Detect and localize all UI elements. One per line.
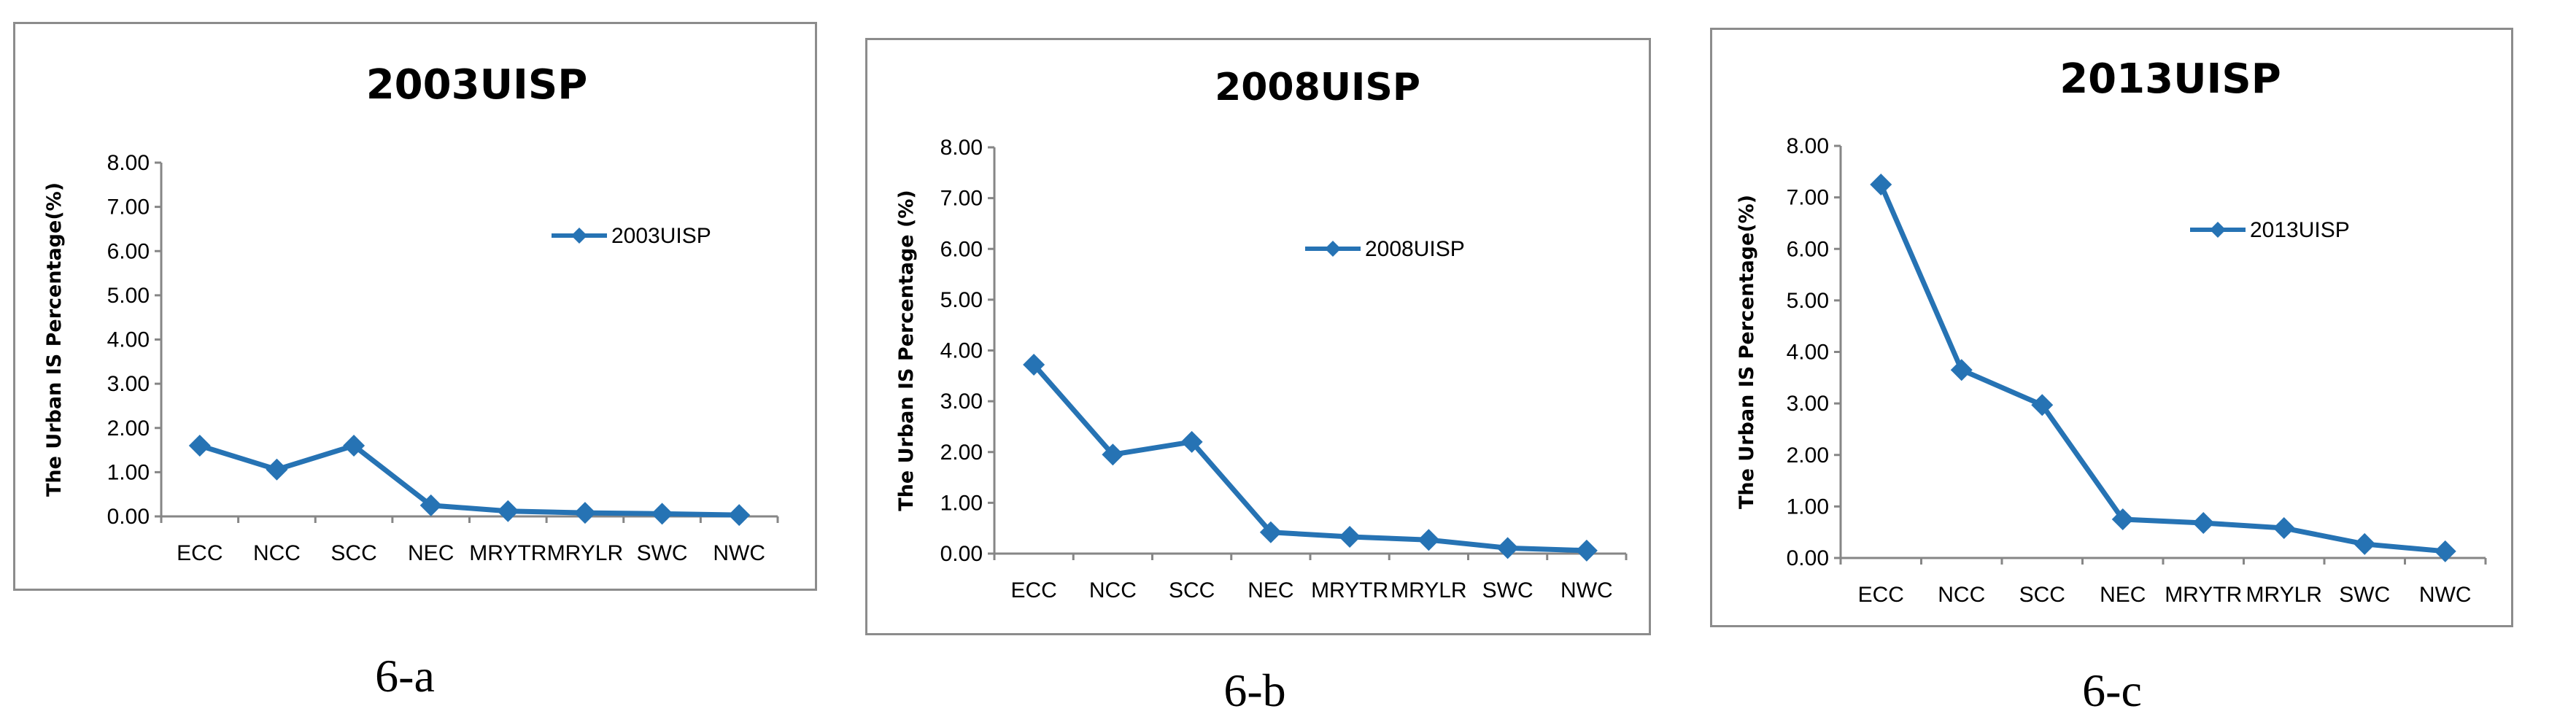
chart-a-ytick-label: 1.00 [107,460,150,484]
chart-c-ytick-label: 2.00 [1787,443,1829,468]
chart-b-ytick-label: 3.00 [940,389,983,414]
chart-c-title: 2013UISP [2059,55,2281,103]
chart-c-ytick-label: 3.00 [1787,392,1829,416]
chart-b-ytick-label: 2.00 [940,441,983,465]
chart-a-xtick-label: NEC [408,541,454,565]
chart-b-data-point [1180,430,1203,453]
chart-c-ylabel: The Urban IS Percentage(%) [1736,195,1758,509]
chart-b-data-point [1417,529,1440,551]
chart-a-series-line [198,443,740,518]
chart-b-data-point [1339,526,1361,548]
chart-c-data-point [2434,540,2456,562]
chart-a-ylabel: The Urban IS Percentage(%) [43,182,66,497]
chart-a-data-point [266,458,288,481]
chart-b-ytick-label: 8.00 [940,136,983,160]
chart-b-xtick-label: NWC [1560,578,1613,602]
chart-c-data-point [2273,517,2295,540]
chart-b-ytick-label: 5.00 [940,288,983,312]
chart-a-data-point [419,494,442,516]
chart-c-xtick-label: ECC [1858,583,1904,607]
chart-b-xtick-label: SCC [1169,578,1215,602]
chart-a-ytick-label: 3.00 [107,372,150,396]
chart-a-data-point [728,504,751,527]
chart-a-xtick-label: SCC [330,541,376,565]
chart-b-ytick-label: 0.00 [940,542,983,566]
chart-a-data-point [497,500,519,522]
chart-c-ytick-label: 8.00 [1787,134,1829,158]
chart-c-data-point [1870,173,1892,195]
chart-c-data-point [1950,359,1973,381]
chart-a-data-point [343,435,365,457]
chart-c-ytick-label: 7.00 [1787,186,1829,210]
chart-c-data-point [2192,511,2215,534]
chart-c-xtick-label: SWC [2339,583,2390,607]
chart-a-xtick-label: MRYTR [469,541,546,565]
chart-a-data-point [188,435,211,457]
caption-6c: 6-c [2082,664,2142,716]
chart-c-svg: 2013UISP The Urban IS Percentage(%) 0.00 1.… [1736,55,2487,607]
chart-b-data-point [1023,353,1045,376]
chart-a-ytick-label: 7.00 [107,195,150,220]
caption-6a: 6-a [375,650,435,702]
chart-a-ytick-label: 4.00 [107,328,150,352]
chart-c-data-point [2111,508,2134,531]
chart-panel-b: 2008UISP The Urban IS Percentage (%) 0.00 1… [865,38,1651,635]
chart-b-data-point [1259,521,1282,543]
chart-b-title: 2008UISP [1215,66,1420,109]
chart-a-svg: 2003UISP The Urban IS Percentage(%) 0.00 1.… [43,61,779,565]
chart-c-xtick-label: NWC [2419,583,2472,607]
chart-a-ytick-label: 5.00 [107,284,150,308]
caption-6b: 6-b [1223,664,1286,716]
chart-c-xtick-label: NCC [1938,583,1985,607]
chart-b-data-point [1496,537,1519,559]
chart-b-legend-marker [1325,241,1341,257]
chart-b-ytick-label: 6.00 [940,237,983,261]
chart-a-legend-marker [571,228,587,244]
chart-a-xtick-label: NCC [253,541,301,565]
chart-b-data-point [1102,443,1124,466]
chart-b-xtick-label: ECC [1010,578,1056,602]
chart-c-ytick-label: 5.00 [1787,289,1829,313]
chart-b-legend-label: 2008UISP [1365,237,1465,261]
chart-c-xtick-label: NEC [2100,583,2146,607]
chart-a-title: 2003UISP [366,61,588,109]
chart-a-xtick-label: ECC [177,541,223,565]
chart-c-xtick-label: SCC [2019,583,2065,607]
chart-c-xtick-label: MRYTR [2165,583,2242,607]
chart-b-ytick-label: 1.00 [940,491,983,515]
chart-c-xtick-label: MRYLR [2246,583,2322,607]
chart-a-data-point [573,502,596,524]
chart-a-xtick-label: NWC [713,541,765,565]
chart-b-series-line [1032,362,1587,554]
chart-b-xtick-label: MRYLR [1391,578,1466,602]
chart-a-ytick-label: 8.00 [107,151,150,175]
chart-a-xtick-label: SWC [637,541,688,565]
chart-c-legend-label: 2013UISP [2250,218,2350,242]
chart-panel-c: 2013UISP The Urban IS Percentage(%) 0.00 1.… [1710,28,2513,627]
chart-c-ytick-label: 6.00 [1787,237,1829,261]
chart-b-xtick-label: NCC [1089,578,1137,602]
chart-b-xtick-label: SWC [1482,578,1533,602]
chart-c-series-line [1879,183,2446,554]
chart-c-data-point [2031,394,2054,416]
chart-c-data-point [2353,532,2376,555]
chart-b-xtick-label: MRYTR [1311,578,1388,602]
chart-a-legend-label: 2003UISP [611,224,711,248]
chart-a-data-point [651,503,673,525]
chart-c-legend-marker [2210,222,2226,238]
chart-c-ytick-label: 4.00 [1787,341,1829,365]
chart-b-ytick-label: 7.00 [940,187,983,211]
chart-b-svg: 2008UISP The Urban IS Percentage (%) 0.00 1… [895,66,1628,602]
chart-a-ytick-label: 2.00 [107,416,150,441]
chart-c-ytick-label: 0.00 [1787,546,1829,570]
chart-a-ytick-label: 0.00 [107,505,150,529]
chart-c-ytick-label: 1.00 [1787,495,1829,519]
chart-b-data-point [1575,539,1598,562]
chart-a-xtick-label: MRYLR [547,541,623,565]
chart-panel-a: 2003UISP The Urban IS Percentage(%) 0.00 1.… [13,22,817,591]
chart-b-ylabel: The Urban IS Percentage (%) [895,190,918,511]
chart-a-ytick-label: 6.00 [107,239,150,263]
chart-b-xtick-label: NEC [1248,578,1293,602]
chart-b-ytick-label: 4.00 [940,339,983,363]
